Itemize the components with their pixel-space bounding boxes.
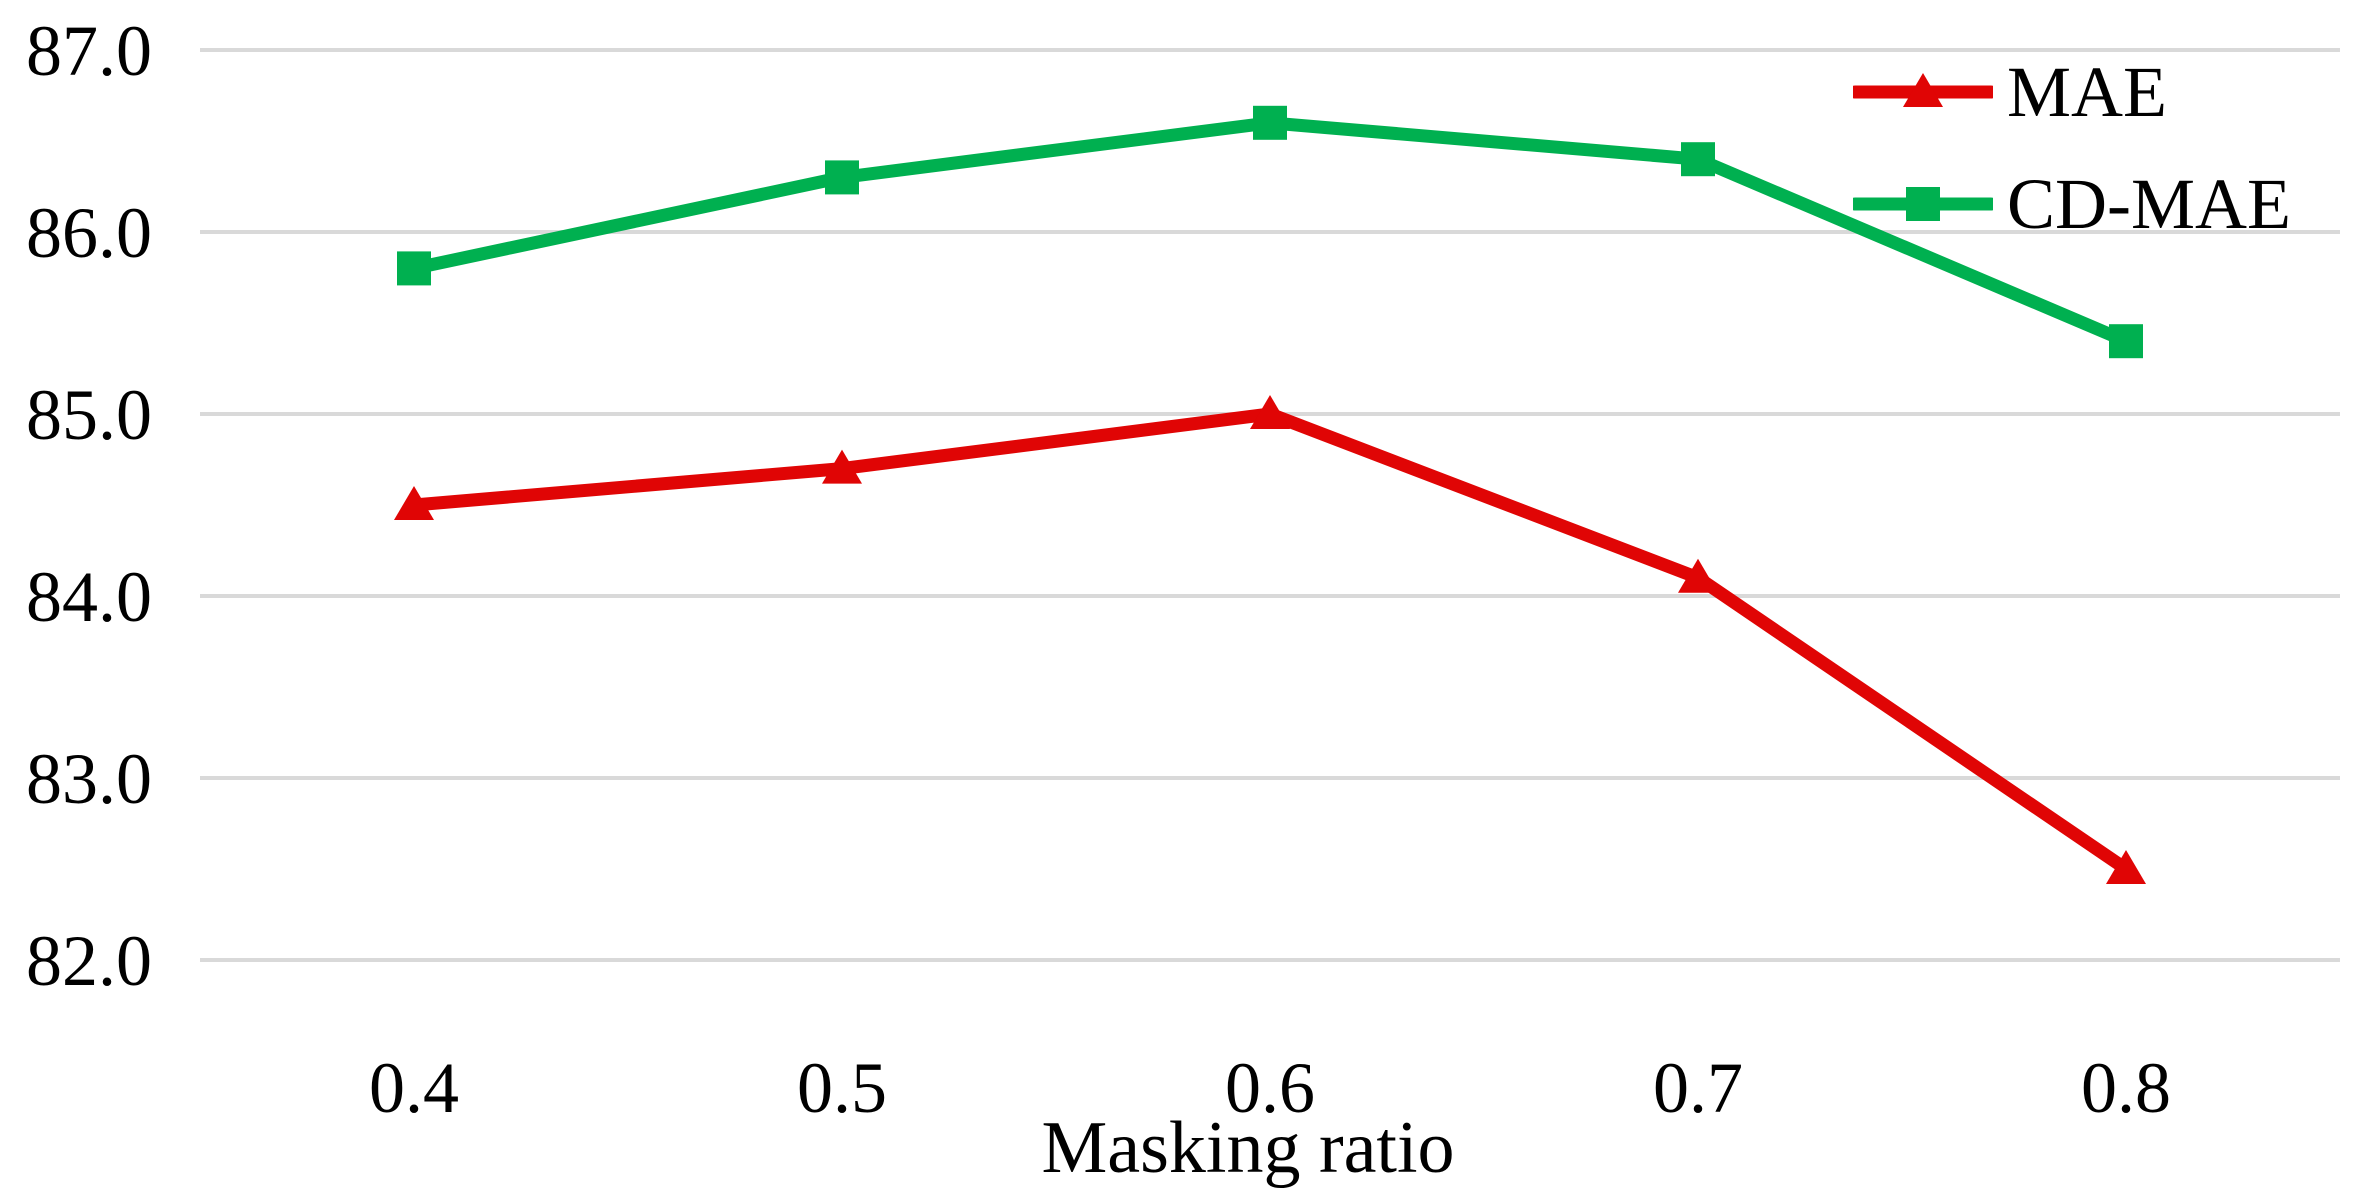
- square-marker: [2109, 324, 2143, 359]
- x-tick-label: 0.6: [1225, 1048, 1315, 1128]
- y-tick-label: 87.0: [26, 11, 152, 91]
- triangle-marker: [1678, 558, 1718, 593]
- legend-swatch-square: [1853, 187, 1993, 221]
- triangle-marker: [394, 486, 434, 520]
- square-marker: [1253, 105, 1287, 140]
- y-tick-label: 85.0: [26, 375, 152, 455]
- legend-label: MAE: [2007, 52, 2167, 132]
- triangle-marker: [2106, 850, 2146, 884]
- square-marker: [825, 160, 859, 195]
- legend-item-cd-mae: CD-MAE: [1853, 148, 2291, 260]
- triangle-marker: [1903, 73, 1943, 107]
- y-tick-label: 83.0: [26, 739, 152, 819]
- x-tick-label: 0.4: [369, 1048, 459, 1128]
- square-marker: [397, 251, 431, 286]
- y-tick-label: 82.0: [26, 921, 152, 1001]
- square-marker: [1681, 142, 1715, 177]
- x-tick-label: 0.5: [797, 1048, 887, 1128]
- legend-item-mae: MAE: [1853, 36, 2291, 148]
- triangle-marker: [822, 449, 862, 484]
- x-tick-label: 0.8: [2081, 1048, 2171, 1128]
- series-line-mae: [407, 407, 2133, 876]
- chart-legend: MAE CD-MAE: [1853, 36, 2291, 260]
- triangle-marker: [1250, 395, 1290, 429]
- x-axis-title: Masking ratio: [1041, 1107, 1454, 1188]
- y-tick-label: 84.0: [26, 557, 152, 637]
- y-tick-label: 86.0: [26, 193, 152, 273]
- x-tick-label: 0.7: [1653, 1048, 1743, 1128]
- square-marker: [1906, 187, 1940, 221]
- legend-label: CD-MAE: [2007, 164, 2291, 244]
- legend-swatch-triangle: [1853, 73, 1993, 107]
